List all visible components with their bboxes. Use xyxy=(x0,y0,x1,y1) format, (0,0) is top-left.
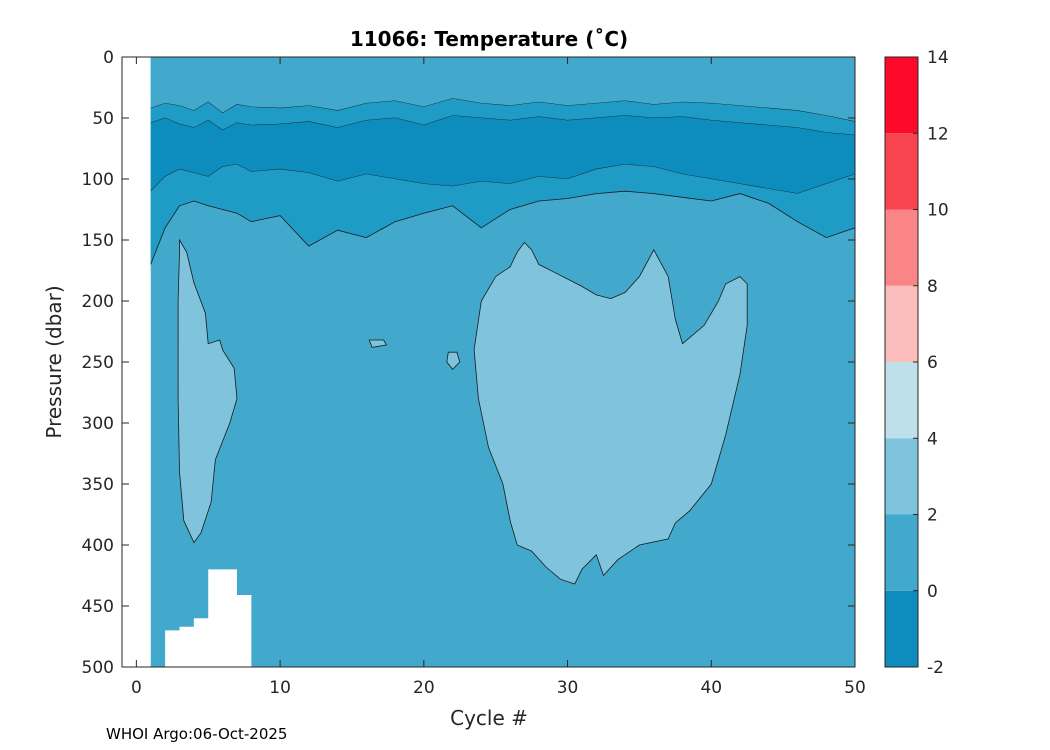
warm-spot-1 xyxy=(446,351,461,370)
y-axis-label: Pressure (dbar) xyxy=(42,285,66,438)
footer-attribution: WHOI Argo:06-Oct-2025 xyxy=(106,725,288,743)
data-layer xyxy=(150,57,856,667)
contour-band-upper-warm-band xyxy=(150,57,855,122)
contour-line-lower-transition xyxy=(150,190,856,265)
chart-title: 11066: Temperature (˚C) xyxy=(350,27,628,51)
x-tick-label: 30 xyxy=(557,678,579,698)
contour-band-cold-layer-mid xyxy=(150,98,855,136)
plot-area xyxy=(121,56,856,668)
colorbar-tick-label: 10 xyxy=(927,201,949,221)
y-tick-label: 350 xyxy=(82,475,114,495)
y-tick-label: 300 xyxy=(82,414,114,434)
contour-band-coldest-core xyxy=(150,115,855,194)
colorbar-tick-label: 6 xyxy=(927,353,938,373)
warm-spot-2 xyxy=(368,339,388,348)
colorbar-tick-label: 0 xyxy=(927,582,938,602)
x-tick-label: 50 xyxy=(844,678,866,698)
colorbar-tick-label: 2 xyxy=(927,506,938,526)
y-tick-label: 150 xyxy=(82,231,114,251)
y-axis: 0 50 100 150 200 250 300 350 400 450 500 xyxy=(82,48,855,678)
colorbar-swatch xyxy=(885,209,918,286)
missing-data-region xyxy=(165,569,252,667)
colorbar-swatch xyxy=(885,590,918,667)
warm-patch-center xyxy=(473,241,748,585)
x-tick-label: 0 xyxy=(131,678,142,698)
x-tick-label: 20 xyxy=(413,678,435,698)
contour-band-lower-transition xyxy=(150,164,855,265)
colorbar-swatch xyxy=(885,438,918,515)
colorbar-tick-label: 8 xyxy=(927,277,938,297)
y-tick-label: 200 xyxy=(82,292,114,312)
colorbar-swatch xyxy=(885,285,918,362)
colorbar: -2 0 2 4 6 8 10 12 14 xyxy=(884,48,949,678)
colorbar-swatch xyxy=(885,57,918,134)
colorbar-tick-label: 4 xyxy=(927,429,938,449)
colorbar-tick-label: 14 xyxy=(927,48,949,68)
x-axis: 0 10 20 30 40 50 xyxy=(131,57,866,698)
y-tick-label: 0 xyxy=(103,48,114,68)
colorbar-tick-label: 12 xyxy=(927,124,949,144)
y-tick-label: 250 xyxy=(82,353,114,373)
colorbar-tick-label: -2 xyxy=(927,658,944,678)
y-tick-label: 50 xyxy=(92,109,114,129)
x-tick-label: 10 xyxy=(269,678,291,698)
y-tick-label: 100 xyxy=(82,170,114,190)
y-tick-label: 500 xyxy=(82,658,114,678)
colorbar-swatch xyxy=(885,514,918,591)
y-tick-label: 450 xyxy=(82,597,114,617)
y-tick-label: 400 xyxy=(82,536,114,556)
colorbar-swatch xyxy=(885,133,918,210)
x-axis-label: Cycle # xyxy=(450,706,528,730)
colorbar-swatch xyxy=(885,362,918,439)
warm-patch-left xyxy=(177,238,238,544)
x-tick-label: 40 xyxy=(700,678,722,698)
